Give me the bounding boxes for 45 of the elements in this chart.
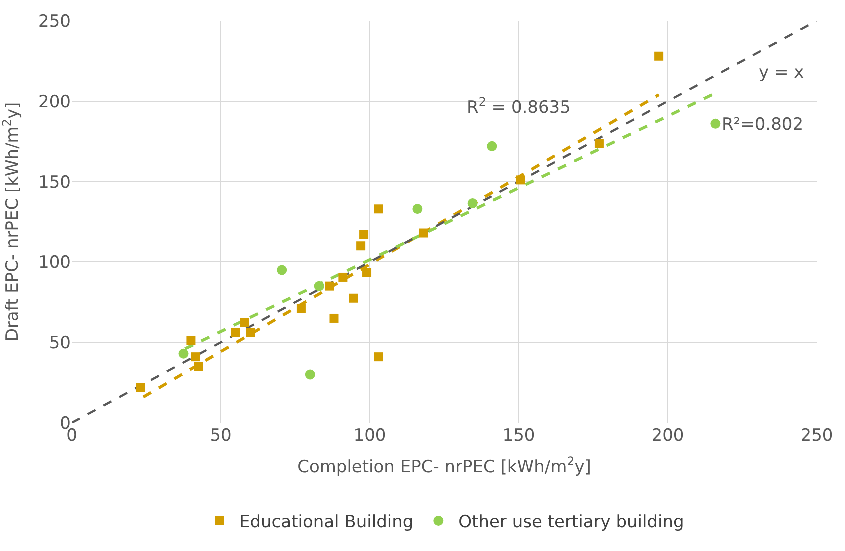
point xyxy=(710,118,721,129)
point xyxy=(362,268,372,278)
y-tick-label: 250 xyxy=(38,12,71,32)
legend-label: Other use tertiary building xyxy=(458,512,684,533)
x-tick-label: 250 xyxy=(800,426,834,446)
point xyxy=(178,348,189,359)
point xyxy=(277,265,288,276)
point xyxy=(356,242,366,251)
y-tick-label: 150 xyxy=(38,172,71,193)
point xyxy=(487,141,498,152)
annotation: R$^{2}$ = 0.8635 xyxy=(467,95,571,118)
y-tick-label: 50 xyxy=(49,334,71,354)
point xyxy=(246,328,256,338)
x-tick-label: 50 xyxy=(210,426,232,446)
x-axis-title: Completion EPC- nrPEC [kWh/m$^{2}$y] xyxy=(298,454,592,478)
point xyxy=(374,352,384,362)
point xyxy=(296,304,306,314)
point xyxy=(468,198,478,209)
point xyxy=(338,272,348,282)
point xyxy=(360,230,369,240)
point xyxy=(654,52,664,61)
point xyxy=(191,352,200,362)
point xyxy=(412,204,423,214)
x-tick-label: 100 xyxy=(354,426,386,446)
y-tick-label: 100 xyxy=(38,253,71,274)
annotation: y = x xyxy=(759,63,804,83)
point xyxy=(231,328,240,338)
annotation: R²=0.802 xyxy=(722,115,804,135)
x-tick-label: 200 xyxy=(652,426,684,446)
point xyxy=(325,282,334,291)
point xyxy=(305,370,316,380)
point xyxy=(240,318,250,327)
point xyxy=(330,314,339,323)
point xyxy=(314,281,324,292)
y-tick-label: 200 xyxy=(38,92,71,112)
legend-label: Educational Building xyxy=(240,512,414,533)
point xyxy=(349,294,358,303)
point xyxy=(594,140,604,149)
point xyxy=(419,228,428,238)
point xyxy=(136,383,146,392)
point xyxy=(374,204,384,214)
x-tick-label: 150 xyxy=(502,426,536,446)
point xyxy=(186,336,196,346)
point xyxy=(516,176,525,185)
point xyxy=(194,362,204,372)
